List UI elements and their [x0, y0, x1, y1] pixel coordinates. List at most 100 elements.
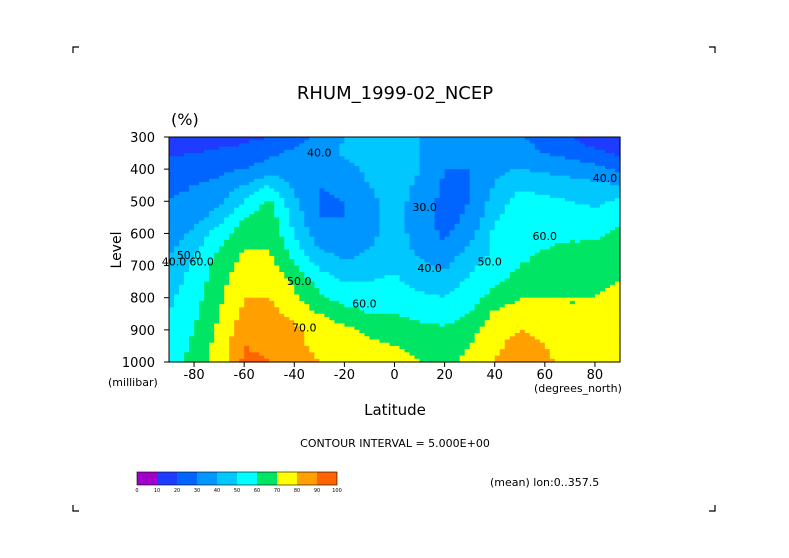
heatmap-cell [359, 182, 366, 186]
heatmap-cell [409, 243, 416, 247]
heatmap-cell [324, 162, 330, 167]
heatmap-cell [459, 288, 466, 292]
heatmap-cell [249, 223, 255, 228]
heatmap-cell [219, 194, 225, 199]
heatmap-cell [234, 291, 240, 296]
heatmap-cell [454, 156, 461, 161]
heatmap-cell [199, 310, 205, 315]
heatmap-cell [559, 210, 566, 215]
heatmap-cell [359, 191, 366, 196]
heatmap-cell [279, 198, 285, 202]
heatmap-cell [564, 201, 571, 206]
heatmap-cell [339, 288, 345, 292]
heatmap-cell [299, 220, 305, 225]
heatmap-cell [494, 236, 501, 241]
heatmap-cell [174, 313, 180, 318]
heatmap-cell [434, 281, 441, 286]
heatmap-cell [509, 137, 516, 141]
heatmap-cell [539, 304, 546, 308]
heatmap-cell [289, 227, 295, 231]
heatmap-cell [359, 249, 366, 254]
heatmap-cell [489, 243, 496, 247]
heatmap-cell [424, 137, 431, 141]
heatmap-cell [289, 246, 295, 251]
heatmap-cell [259, 159, 265, 164]
heatmap-cell [574, 159, 581, 164]
heatmap-cell [169, 265, 175, 270]
heatmap-cell [529, 169, 536, 173]
heatmap-cell [319, 143, 325, 148]
heatmap-cell [289, 236, 295, 241]
heatmap-cell [584, 140, 591, 145]
heatmap-cell [529, 275, 536, 280]
heatmap-cell [509, 198, 516, 202]
heatmap-cell [299, 162, 305, 167]
heatmap-cell [584, 249, 591, 254]
heatmap-cell [239, 137, 245, 141]
heatmap-cell [254, 140, 260, 145]
heatmap-cell [284, 243, 290, 247]
heatmap-cell [584, 275, 591, 280]
heatmap-cell [174, 262, 180, 267]
heatmap-cell [564, 165, 571, 170]
heatmap-cell [444, 307, 451, 312]
heatmap-cell [334, 172, 340, 177]
heatmap-cell [549, 156, 556, 161]
heatmap-cell [484, 149, 491, 154]
heatmap-cell [564, 297, 571, 302]
heatmap-cell [339, 140, 345, 145]
heatmap-cell [249, 182, 255, 186]
heatmap-cell [509, 294, 516, 299]
heatmap-cell [474, 307, 481, 312]
heatmap-cell [219, 239, 225, 244]
heatmap-cell [189, 172, 195, 177]
heatmap-cell [434, 243, 441, 247]
heatmap-cell [214, 169, 220, 173]
heatmap-cell [169, 194, 175, 199]
heatmap-cell [399, 156, 406, 161]
heatmap-cell [579, 217, 586, 222]
heatmap-cell [499, 288, 506, 292]
heatmap-cell [419, 175, 426, 180]
heatmap-cell [544, 291, 551, 296]
heatmap-cell [299, 137, 305, 141]
heatmap-cell [204, 169, 210, 173]
heatmap-cell [334, 268, 340, 273]
heatmap-cell [399, 243, 406, 247]
heatmap-cell [184, 156, 190, 161]
heatmap-cell [169, 210, 175, 215]
heatmap-cell [324, 172, 330, 177]
heatmap-cell [379, 227, 386, 231]
heatmap-cell [239, 307, 245, 312]
heatmap-cell [249, 165, 255, 170]
heatmap-cell [474, 243, 481, 247]
heatmap-cell [384, 268, 391, 273]
heatmap-cell [564, 272, 571, 276]
heatmap-cell [389, 143, 396, 148]
heatmap-cell [569, 143, 576, 148]
heatmap-cell [499, 278, 506, 283]
heatmap-cell [394, 149, 401, 154]
heatmap-cell [379, 310, 386, 315]
heatmap-cell [204, 284, 210, 289]
heatmap-cell [244, 198, 250, 202]
heatmap-cell [229, 223, 235, 228]
heatmap-cell [239, 223, 245, 228]
heatmap-cell [499, 243, 506, 247]
heatmap-cell [179, 255, 185, 260]
heatmap-cell [559, 143, 566, 148]
heatmap-cell [404, 201, 411, 206]
heatmap-cell [329, 249, 335, 254]
heatmap-cell [414, 156, 421, 161]
heatmap-cell [379, 278, 386, 283]
heatmap-cell [484, 281, 491, 286]
heatmap-cell [214, 146, 220, 151]
heatmap-cell [249, 146, 255, 151]
heatmap-cell [479, 159, 486, 164]
heatmap-cell [359, 310, 366, 315]
heatmap-cell [574, 210, 581, 215]
heatmap-cell [284, 284, 290, 289]
heatmap-cell [569, 288, 576, 292]
heatmap-cell [464, 159, 471, 164]
heatmap-cell [539, 307, 546, 312]
